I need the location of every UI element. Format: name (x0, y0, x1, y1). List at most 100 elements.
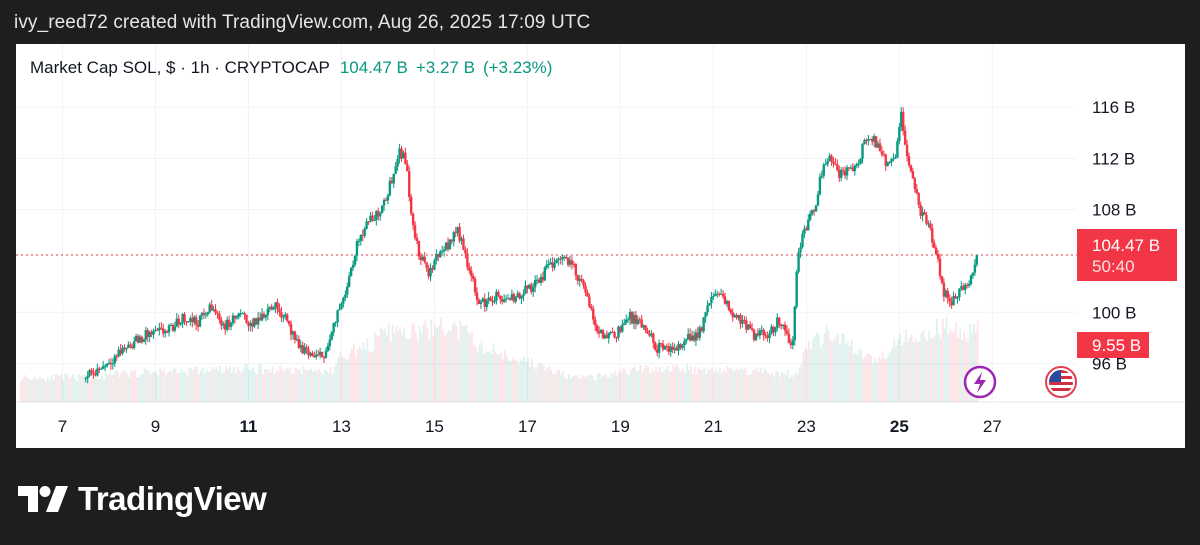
volume-bar (653, 371, 655, 402)
candle-body (237, 313, 240, 317)
candle-body (367, 221, 370, 223)
volume-bar (430, 319, 433, 402)
candle-body (576, 275, 579, 281)
candle-body (301, 345, 304, 354)
candle-body (146, 330, 149, 337)
candle-body (435, 253, 438, 261)
volume-bar (782, 373, 785, 402)
volume-bar (875, 362, 878, 402)
candle-body (758, 330, 762, 336)
volume-bar (168, 371, 171, 402)
volume-bar (350, 348, 353, 402)
candle-body (475, 292, 479, 300)
candle-body (960, 286, 963, 289)
candle-body (719, 293, 723, 295)
us-flag-icon[interactable] (1045, 366, 1077, 398)
tradingview-wordmark: TradingView (78, 480, 267, 517)
volume-bar (812, 339, 814, 402)
volume-bar (753, 369, 756, 402)
tradingview-logo[interactable]: TradingView (18, 480, 267, 518)
volume-bar (197, 373, 200, 402)
volume-bar (711, 367, 714, 402)
volume-bar (736, 369, 739, 402)
lightning-icon[interactable] (963, 365, 997, 399)
candle-body (396, 159, 399, 167)
candle-body (501, 299, 504, 302)
volume-bar (567, 374, 570, 402)
candle-body (595, 325, 599, 332)
volume-bar (428, 339, 431, 402)
price-chart[interactable]: 116 B 112 B 108 B 100 B 96 B 7 9 11 13 15 17 19 21 2… (16, 44, 1185, 448)
volume-bar (209, 370, 212, 402)
volume-bar (236, 365, 239, 402)
candle-body (140, 336, 144, 343)
candle-body (444, 242, 448, 250)
volume-bar (823, 333, 826, 402)
candle-body (586, 292, 589, 297)
candle-body (628, 311, 632, 320)
volume-bar (810, 349, 812, 402)
candle-body (305, 347, 308, 350)
candle-body (320, 351, 324, 358)
candle-body (750, 328, 754, 330)
candle-body (902, 111, 905, 131)
chart-panel[interactable]: 116 B 112 B 108 B 100 B 96 B 7 9 11 13 15 17 19 21 2… (16, 44, 1185, 448)
volume-bar (422, 324, 425, 402)
candle-body (884, 154, 887, 166)
volume-bar (554, 373, 557, 402)
candle-body (683, 341, 686, 346)
volume-bar (73, 378, 76, 402)
candle-body (723, 296, 727, 304)
volume-bar (771, 372, 774, 402)
volume-bar (279, 365, 282, 402)
candle-body (152, 330, 155, 335)
volume-bar (829, 339, 832, 402)
candle-body (173, 326, 177, 331)
candle-body (148, 331, 151, 337)
volume-bar (474, 347, 477, 402)
candle-body (328, 339, 332, 347)
candle-body (388, 180, 392, 196)
candle-body (518, 293, 521, 299)
candle-body (785, 330, 789, 334)
volume-bar (707, 368, 710, 402)
volume-bar (124, 370, 127, 402)
volume-bar (784, 375, 787, 402)
candle-body (584, 285, 587, 293)
candle-body (710, 296, 713, 304)
volume-bar (50, 374, 53, 402)
candle-body (766, 336, 769, 339)
candle-body (458, 227, 461, 241)
volume-bar (887, 355, 890, 402)
volume-bar (424, 319, 427, 402)
volume-bar (659, 366, 661, 402)
candle-body (409, 196, 413, 214)
volume-bar (908, 338, 911, 402)
candle-body (545, 264, 548, 268)
volume-bar (728, 368, 731, 402)
candle-body (349, 267, 353, 277)
candle-body (96, 368, 99, 376)
volume-bar (794, 372, 797, 402)
volume-bar (808, 340, 810, 402)
candle-body (642, 325, 645, 328)
volume-bar (381, 330, 384, 402)
candle-body (103, 366, 107, 368)
candle-body (652, 333, 655, 343)
candle-body (506, 298, 510, 300)
candle-body (253, 318, 256, 327)
candle-body (107, 362, 111, 364)
candle-body (688, 333, 692, 341)
volume-bar (622, 368, 624, 402)
volume-bar (893, 339, 896, 402)
candle-body (119, 349, 122, 354)
volume-bar (188, 368, 191, 402)
candle-body (483, 298, 486, 308)
candle-body (220, 319, 223, 326)
candle-body (344, 294, 347, 298)
volume-bar (192, 369, 194, 402)
volume-bar (314, 369, 316, 402)
volume-bar (473, 344, 475, 402)
candle-body (574, 264, 578, 276)
candle-body (353, 255, 357, 265)
